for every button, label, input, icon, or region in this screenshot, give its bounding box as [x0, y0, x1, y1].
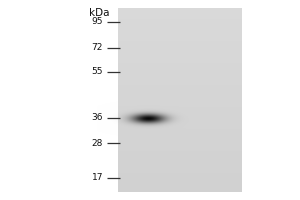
Text: kDa: kDa [89, 8, 110, 18]
Text: 36: 36 [92, 114, 103, 122]
Text: 55: 55 [92, 68, 103, 76]
Text: 95: 95 [92, 18, 103, 26]
Text: 17: 17 [92, 173, 103, 182]
Text: 72: 72 [92, 44, 103, 52]
Text: 28: 28 [92, 138, 103, 148]
